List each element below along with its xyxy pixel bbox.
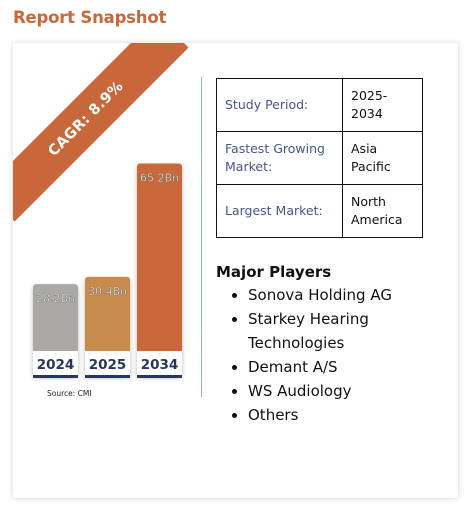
- year-underline: [137, 375, 182, 378]
- report-card: 28.2Bn 2024 30.4Bn 2025 65.2Bn 2034 Source: CM…: [13, 43, 458, 498]
- bar-chart: 28.2Bn 2024 30.4Bn 2025 65.2Bn 2034 Source: CM…: [33, 163, 182, 398]
- table-row: Largest Market: North America: [216, 184, 423, 238]
- table-key: Fastest Growing Market:: [216, 131, 343, 185]
- major-players-list: Sonova Holding AG Starkey Hearing Techno…: [216, 283, 446, 427]
- year-underline: [85, 375, 130, 378]
- table-value: Asia Pacific: [342, 131, 423, 185]
- page-title: Report Snapshot: [13, 8, 167, 27]
- list-item: Starkey Hearing Technologies: [248, 307, 446, 355]
- year-underline: [33, 375, 78, 378]
- year-box: [33, 351, 78, 376]
- year-box: [137, 351, 182, 376]
- bar-2034: [137, 163, 182, 376]
- major-players-heading: Major Players: [216, 263, 332, 281]
- tick-label: 2034: [141, 357, 179, 373]
- year-box: [85, 351, 130, 376]
- data-label: 30.4Bn: [88, 285, 127, 298]
- table-row: Fastest Growing Market: Asia Pacific: [216, 131, 423, 185]
- table-value: North America: [342, 184, 423, 238]
- table-key: Study Period:: [216, 78, 343, 132]
- list-item: Sonova Holding AG: [248, 283, 446, 307]
- tick-label: 2025: [89, 357, 127, 373]
- tick-label: 2024: [37, 357, 75, 373]
- list-item: WS Audiology: [248, 379, 446, 403]
- cagr-ribbon: CAGR: 8.9%: [13, 43, 189, 222]
- source-note: Source: CMI: [47, 389, 92, 398]
- data-label: 28.2Bn: [36, 292, 75, 305]
- data-label: 65.2Bn: [140, 171, 179, 184]
- list-item: Demant A/S: [248, 355, 446, 379]
- major-players: Major Players Sonova Holding AG Starkey …: [216, 263, 446, 427]
- table-row: Study Period: 2025-2034: [216, 78, 423, 132]
- cagr-ribbon-wrap: CAGR: 8.9%: [13, 43, 213, 243]
- list-item: Others: [248, 403, 446, 427]
- info-table: Study Period: 2025-2034 Fastest Growing …: [216, 78, 423, 238]
- divider: [201, 77, 202, 397]
- table-key: Largest Market:: [216, 184, 343, 238]
- table-value: 2025-2034: [342, 78, 423, 132]
